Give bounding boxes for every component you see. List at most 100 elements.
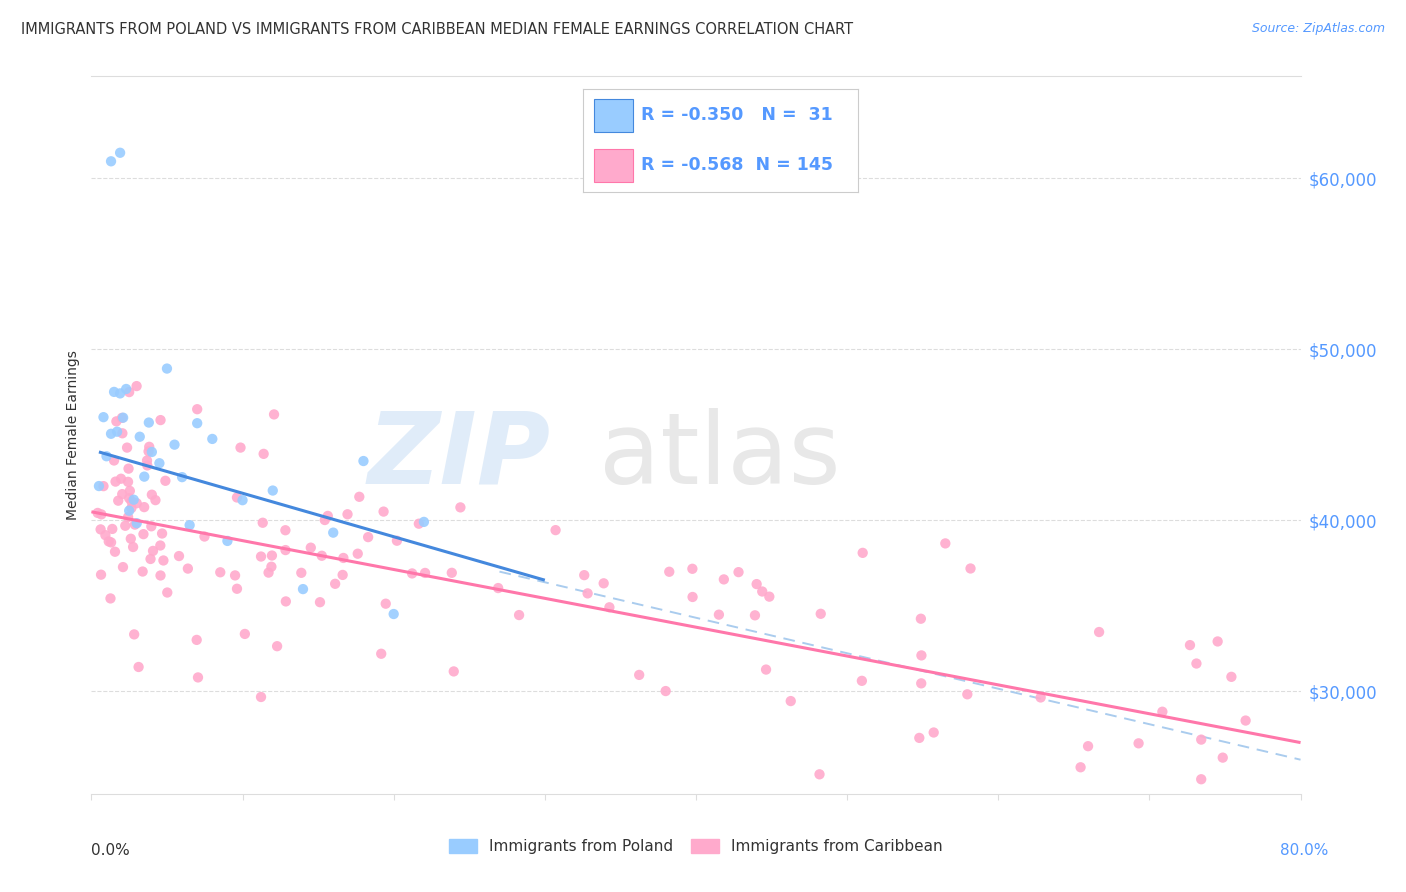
Point bbox=[316, 508, 339, 523]
Point bbox=[136, 453, 159, 467]
Point bbox=[682, 590, 704, 604]
Text: Source: ZipAtlas.com: Source: ZipAtlas.com bbox=[1251, 22, 1385, 36]
Point bbox=[138, 416, 160, 430]
Point bbox=[744, 608, 766, 623]
Point bbox=[290, 566, 312, 580]
Point bbox=[250, 549, 273, 564]
Point bbox=[449, 500, 471, 515]
Point bbox=[292, 582, 315, 596]
Point bbox=[152, 553, 174, 567]
Point bbox=[231, 493, 253, 508]
Point bbox=[187, 670, 209, 684]
Point bbox=[250, 690, 273, 704]
Point bbox=[141, 519, 163, 533]
Point bbox=[908, 731, 931, 745]
Point bbox=[105, 414, 128, 428]
Point bbox=[408, 516, 430, 531]
Point bbox=[111, 560, 134, 574]
Point bbox=[851, 673, 873, 688]
Point bbox=[148, 456, 170, 470]
Point bbox=[115, 441, 138, 455]
Point bbox=[138, 444, 160, 458]
Point bbox=[346, 547, 368, 561]
Point bbox=[598, 600, 620, 615]
Point bbox=[252, 516, 274, 530]
Point bbox=[779, 694, 801, 708]
Point bbox=[115, 382, 138, 396]
Point bbox=[112, 410, 135, 425]
Point bbox=[808, 767, 831, 781]
Point bbox=[179, 518, 201, 533]
Point bbox=[226, 582, 249, 596]
Text: IMMIGRANTS FROM POLAND VS IMMIGRANTS FROM CARIBBEAN MEDIAN FEMALE EARNINGS CORRE: IMMIGRANTS FROM POLAND VS IMMIGRANTS FRO… bbox=[21, 22, 853, 37]
Point bbox=[118, 385, 141, 400]
Point bbox=[1220, 670, 1243, 684]
Point bbox=[1077, 739, 1099, 754]
Point bbox=[266, 639, 288, 653]
Point bbox=[852, 546, 875, 560]
Y-axis label: Median Female Earnings: Median Female Earnings bbox=[66, 350, 80, 520]
Point bbox=[373, 505, 395, 519]
Point bbox=[142, 544, 165, 558]
Point bbox=[628, 668, 651, 682]
Point bbox=[401, 566, 423, 581]
Point bbox=[658, 565, 681, 579]
Point bbox=[141, 488, 163, 502]
Point bbox=[352, 454, 374, 468]
Point bbox=[357, 530, 380, 544]
Point bbox=[97, 534, 120, 549]
Point bbox=[117, 461, 139, 475]
Point bbox=[224, 568, 246, 582]
Point bbox=[922, 725, 945, 739]
Point bbox=[209, 566, 232, 580]
Point bbox=[810, 607, 832, 621]
Point bbox=[138, 440, 160, 454]
Point bbox=[299, 541, 322, 555]
Point bbox=[486, 581, 509, 595]
Point bbox=[440, 566, 463, 580]
Point bbox=[443, 665, 465, 679]
Point bbox=[1189, 772, 1212, 787]
Point bbox=[87, 479, 110, 493]
Point bbox=[193, 529, 215, 543]
Point bbox=[90, 567, 112, 582]
Point bbox=[349, 490, 371, 504]
Point bbox=[544, 523, 567, 537]
Point bbox=[910, 648, 932, 663]
Point bbox=[226, 491, 249, 505]
FancyBboxPatch shape bbox=[595, 149, 633, 181]
Point bbox=[654, 684, 676, 698]
Point bbox=[186, 416, 208, 430]
Point bbox=[332, 551, 354, 566]
Point bbox=[186, 402, 208, 417]
Point bbox=[155, 474, 177, 488]
Point bbox=[413, 566, 436, 580]
Text: R = -0.568  N = 145: R = -0.568 N = 145 bbox=[641, 155, 834, 174]
Point bbox=[125, 516, 148, 531]
Point bbox=[103, 453, 125, 467]
Point bbox=[117, 510, 139, 524]
Point bbox=[156, 585, 179, 599]
Point bbox=[118, 483, 141, 498]
Point bbox=[124, 517, 146, 532]
Point bbox=[309, 595, 332, 609]
Point bbox=[229, 441, 252, 455]
Point bbox=[108, 386, 131, 401]
Point bbox=[574, 568, 596, 582]
Point bbox=[910, 676, 932, 690]
Point bbox=[1212, 750, 1234, 764]
Point bbox=[681, 562, 703, 576]
Point bbox=[257, 566, 280, 580]
Point bbox=[233, 627, 256, 641]
Point bbox=[260, 559, 283, 574]
Text: 0.0%: 0.0% bbox=[91, 843, 131, 858]
Point bbox=[274, 543, 297, 558]
Point bbox=[132, 527, 155, 541]
Point bbox=[156, 361, 179, 376]
Point bbox=[713, 573, 735, 587]
Point bbox=[128, 660, 150, 674]
Point bbox=[186, 632, 208, 647]
Point bbox=[311, 549, 333, 563]
Point bbox=[134, 469, 156, 483]
Point bbox=[332, 568, 354, 582]
